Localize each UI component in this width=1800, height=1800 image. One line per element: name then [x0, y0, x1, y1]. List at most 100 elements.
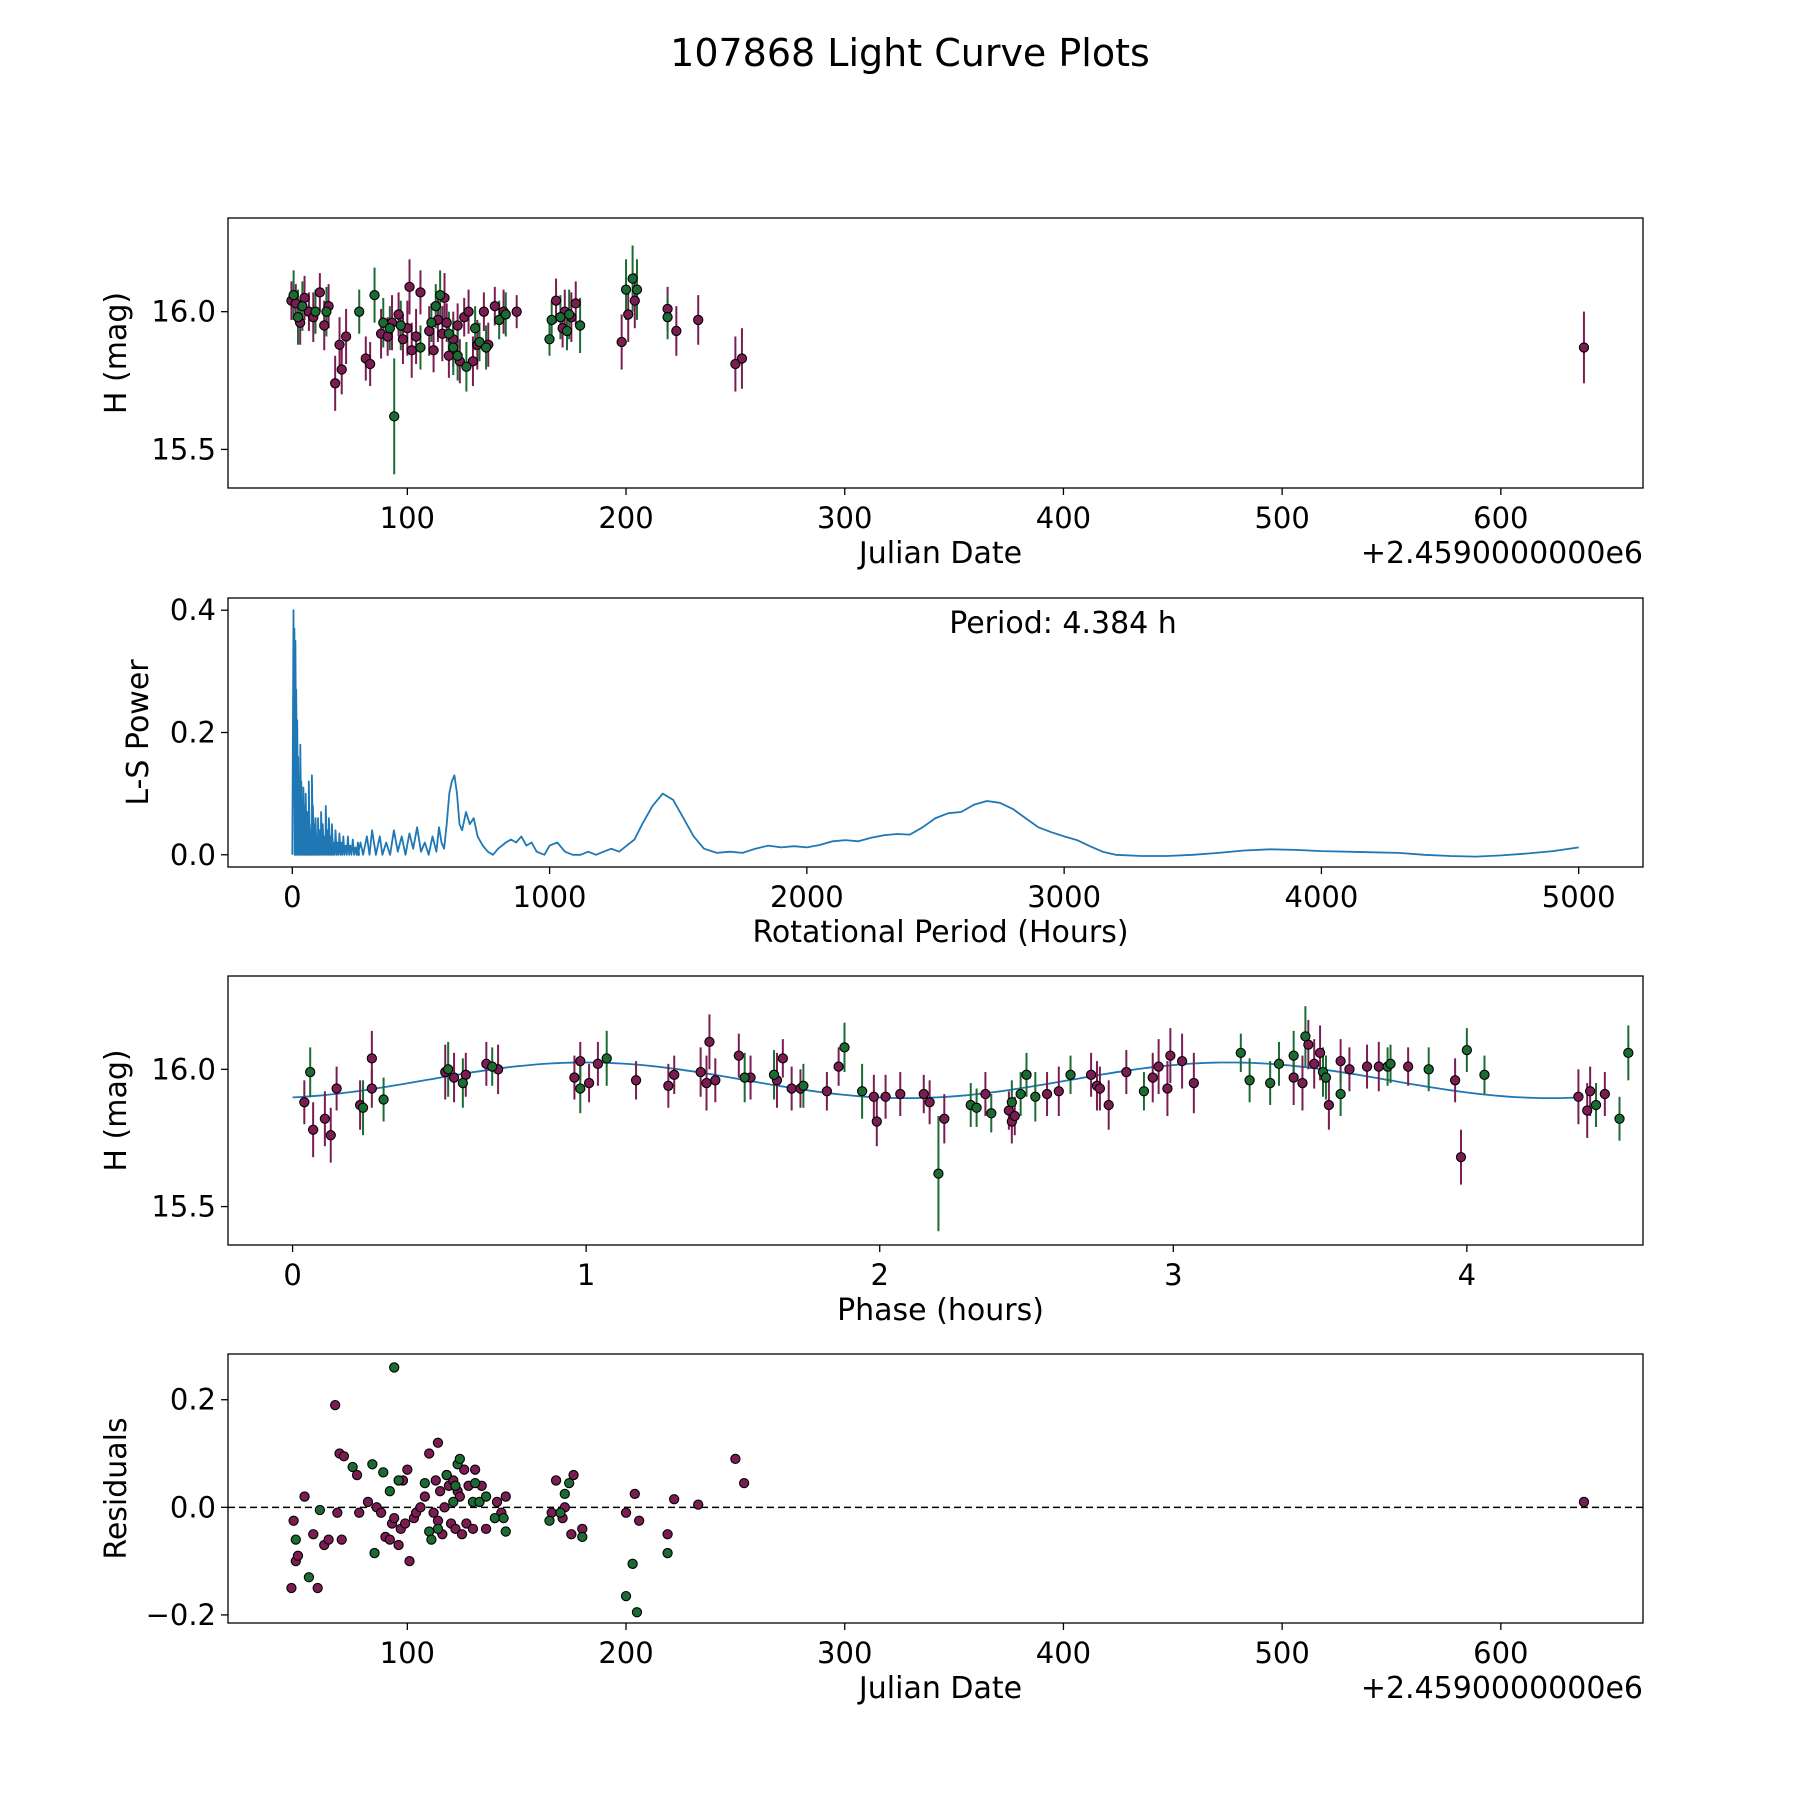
green-data-point [378, 1094, 389, 1105]
green-data-point [384, 1486, 395, 1497]
magenta-data-point [620, 1507, 632, 1518]
lightcurve-xtick-label: 100 [380, 501, 435, 535]
green-data-point [378, 317, 389, 328]
magenta-data-point [1585, 1086, 1596, 1097]
magenta-data-point [1085, 1069, 1097, 1080]
magenta-data-point [733, 1050, 744, 1061]
magenta-data-point [366, 1083, 377, 1094]
magenta-data-point [566, 1529, 577, 1540]
lightcurve-xtick-label: 200 [598, 501, 653, 535]
magenta-data-point [833, 1061, 844, 1072]
period-annotation: Period: 4.384 h [949, 606, 1177, 641]
green-data-point [426, 317, 437, 328]
magenta-data-point [1573, 1091, 1584, 1102]
lightcurve-offset-label: +2.4590000000e6 [1361, 536, 1643, 571]
magenta-data-point [1335, 1055, 1346, 1067]
magenta-data-point [323, 1534, 334, 1545]
magenta-data-point [895, 1088, 906, 1100]
magenta-data-point [312, 1582, 323, 1594]
residuals-ytick-label: 0.0 [170, 1490, 216, 1524]
magenta-data-point [456, 1529, 468, 1540]
magenta-data-point [366, 1053, 377, 1064]
magenta-data-point [570, 298, 581, 309]
magenta-data-point [1449, 1075, 1461, 1086]
periodogram-xtick-label: 0 [283, 880, 301, 914]
residuals-y-axis-label: Residuals [99, 1417, 134, 1559]
magenta-data-point [314, 287, 326, 298]
magenta-data-point [415, 287, 426, 298]
magenta-data-point [384, 1534, 395, 1545]
magenta-data-point [704, 1036, 715, 1048]
magenta-data-point [434, 1486, 446, 1497]
magenta-data-point [918, 1088, 929, 1100]
magenta-data-point [331, 1083, 342, 1094]
green-data-point [555, 1507, 566, 1518]
lightcurve-ytick-label: 16.0 [151, 295, 216, 329]
lightcurve-panel: 100 200 300 400 500 600 15.5 16.0 Julian Date H (… [99, 217, 1644, 571]
green-data-point [487, 1061, 498, 1072]
green-data-point [620, 1590, 632, 1602]
periodogram-axes-frame [227, 597, 1644, 868]
magenta-data-point [550, 295, 562, 306]
magenta-data-point [924, 1097, 935, 1108]
magenta-data-point [568, 1469, 579, 1481]
green-data-point [631, 284, 643, 295]
magenta-data-point [1323, 1099, 1335, 1111]
green-data-point [395, 320, 406, 331]
magenta-data-point [1344, 1064, 1355, 1075]
magenta-data-point [397, 334, 409, 345]
magenta-data-point [404, 281, 415, 293]
green-data-point [839, 1042, 850, 1053]
figure-title: 107868 Light Curve Plots [670, 31, 1150, 75]
magenta-data-point [1297, 1077, 1308, 1089]
periodogram-plot-area [291, 609, 1579, 858]
magenta-data-point [868, 1091, 880, 1102]
magenta-data-point [406, 345, 417, 356]
periodogram-xtick-label: 5000 [1542, 880, 1616, 914]
magenta-data-point [325, 1130, 336, 1141]
magenta-data-point [980, 1088, 991, 1100]
magenta-data-point [432, 1437, 444, 1448]
magenta-data-point [671, 325, 682, 337]
green-data-point [1623, 1047, 1634, 1059]
green-data-point [631, 1607, 643, 1618]
green-data-point [555, 312, 566, 323]
magenta-data-point [662, 1529, 673, 1540]
green-data-point [303, 1572, 315, 1583]
lightcurve-xtick-label: 400 [1036, 501, 1091, 535]
green-data-point [601, 1053, 612, 1064]
green-data-point [544, 334, 555, 345]
magenta-data-point [821, 1086, 833, 1097]
magenta-data-point [710, 1075, 721, 1086]
green-data-point [461, 361, 472, 372]
green-data-point [367, 1459, 378, 1470]
periodogram-xtick-label: 2000 [770, 880, 844, 914]
magenta-data-point [459, 1464, 470, 1475]
magenta-data-point [448, 1072, 460, 1083]
green-data-point [627, 273, 638, 284]
magenta-data-point [419, 1491, 430, 1502]
magenta-data-point [730, 1453, 741, 1465]
green-data-point [500, 309, 511, 320]
green-data-point [577, 1531, 588, 1543]
green-data-point [564, 1477, 575, 1489]
magenta-data-point [441, 317, 452, 328]
green-data-point [1461, 1044, 1473, 1056]
magenta-data-point [288, 1515, 299, 1526]
magenta-data-point [1165, 1050, 1176, 1061]
green-data-point [798, 1080, 809, 1091]
green-data-point [452, 350, 463, 361]
green-data-point [544, 1515, 555, 1526]
magenta-data-point [467, 1523, 479, 1534]
magenta-data-point [399, 1518, 411, 1529]
magenta-data-point [738, 1477, 750, 1489]
green-data-point [1006, 1097, 1017, 1108]
magenta-data-point [336, 1534, 347, 1545]
magenta-data-point [623, 309, 634, 320]
magenta-data-point [1361, 1061, 1373, 1072]
magenta-data-point [730, 358, 741, 370]
green-data-point [1385, 1058, 1396, 1069]
residuals-xtick-label: 100 [380, 1636, 435, 1670]
green-data-point [564, 309, 575, 320]
